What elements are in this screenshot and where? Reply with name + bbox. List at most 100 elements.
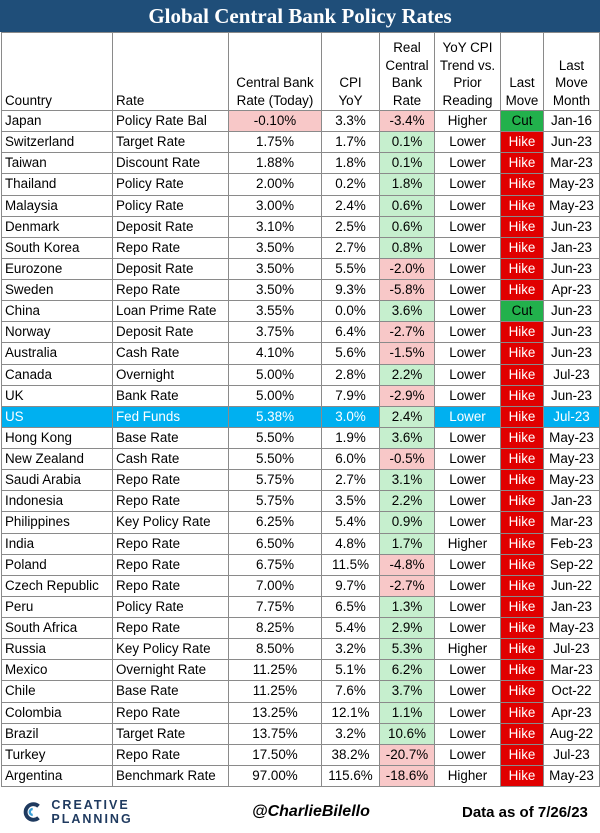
cell-rate-name: Overnight Rate [112, 659, 229, 682]
cell-last-move-month: Jun-23 [543, 131, 600, 154]
cell-cpi: 38.2% [321, 743, 380, 766]
cell-last-move-month: Jul-23 [543, 405, 600, 428]
cell-country: South Korea [1, 236, 113, 259]
cell-real-rate: -18.6% [379, 764, 435, 788]
cell-last-move-month: Jan-23 [543, 490, 600, 513]
cell-last-move-month: Jun-23 [543, 300, 600, 323]
cell-last-move-month: May-23 [543, 764, 600, 788]
cell-last-move-month: Mar-23 [543, 152, 600, 175]
cell-trend: Lower [434, 173, 501, 196]
cell-cpi: 1.9% [321, 426, 380, 450]
cell-last-move: Hike [500, 680, 544, 703]
cell-country: South Africa [1, 616, 113, 640]
cell-rate-name: Target Rate [112, 722, 229, 745]
cell-rate-name: Target Rate [112, 131, 229, 154]
cell-trend: Higher [434, 532, 501, 555]
cell-country: Chile [1, 680, 113, 703]
cell-last-move: Hike [500, 469, 544, 492]
cell-rate-name: Deposit Rate [112, 321, 229, 344]
cell-cb-rate: 6.75% [228, 553, 322, 576]
cell-real-rate: 0.1% [379, 152, 435, 175]
cell-last-move: Hike [500, 278, 544, 302]
cell-country: Canada [1, 363, 113, 386]
cell-last-move-month: Sep-22 [543, 553, 600, 576]
cell-cb-rate: 11.25% [228, 680, 322, 703]
cell-cpi: 2.5% [321, 215, 380, 238]
cell-rate-name: Policy Rate [112, 173, 229, 196]
cell-trend: Lower [434, 363, 501, 386]
cell-trend: Higher [434, 764, 501, 788]
cell-country: Norway [1, 321, 113, 344]
cell-trend: Lower [434, 553, 501, 576]
header-cpi: CPI YoY [321, 32, 380, 111]
cell-last-move-month: Jun-23 [543, 321, 600, 344]
table-row: South Korea Repo Rate 3.50% 2.7% 0.8% Lower Hi… [1, 236, 600, 259]
cell-real-rate: 6.2% [379, 659, 435, 682]
cell-country: Japan [1, 109, 113, 133]
cell-last-move: Hike [500, 426, 544, 450]
cell-trend: Lower [434, 447, 501, 471]
cell-trend: Lower [434, 278, 501, 302]
cell-cpi: 6.5% [321, 595, 380, 619]
cell-cpi: 12.1% [321, 701, 380, 724]
cell-cb-rate: 1.75% [228, 131, 322, 154]
table-row: Switzerland Target Rate 1.75% 1.7% 0.1% Lower… [1, 131, 600, 154]
table-row: Poland Repo Rate 6.75% 11.5% -4.8% Lower Hike S… [1, 553, 600, 576]
table-row: Norway Deposit Rate 3.75% 6.4% -2.7% Lower Hik… [1, 321, 600, 344]
cell-trend: Lower [434, 574, 501, 597]
cell-country: Eurozone [1, 257, 113, 281]
cell-trend: Lower [434, 701, 501, 724]
cell-rate-name: Repo Rate [112, 574, 229, 597]
cell-cb-rate: 1.88% [228, 152, 322, 175]
cell-real-rate: 3.6% [379, 300, 435, 323]
table-row: Peru Policy Rate 7.75% 6.5% 1.3% Lower Hike Jan… [1, 595, 600, 619]
cell-cb-rate: 3.50% [228, 236, 322, 259]
cell-country: China [1, 300, 113, 323]
cell-rate-name: Repo Rate [112, 469, 229, 492]
cell-country: Czech Republic [1, 574, 113, 597]
header-row: Country Rate Central Bank Rate (Today) CP… [1, 32, 600, 111]
table-row: Malaysia Policy Rate 3.00% 2.4% 0.6% Lower Hik… [1, 194, 600, 217]
cell-real-rate: 2.2% [379, 490, 435, 513]
cell-last-move: Hike [500, 595, 544, 619]
cell-country: Hong Kong [1, 426, 113, 450]
cell-cb-rate: 3.50% [228, 257, 322, 281]
cell-real-rate: -2.7% [379, 321, 435, 344]
cell-rate-name: Overnight [112, 363, 229, 386]
cell-trend: Lower [434, 616, 501, 640]
cell-trend: Higher [434, 109, 501, 133]
cell-rate-name: Fed Funds [112, 405, 229, 428]
cell-real-rate: -2.0% [379, 257, 435, 281]
cell-country: Indonesia [1, 490, 113, 513]
cell-cpi: 6.0% [321, 447, 380, 471]
cell-real-rate: -3.4% [379, 109, 435, 133]
cell-cpi: 11.5% [321, 553, 380, 576]
cell-trend: Lower [434, 722, 501, 745]
footer: CREATIVE PLANNING @CharlieBilello Data a… [0, 791, 600, 833]
cell-real-rate: -4.8% [379, 553, 435, 576]
cell-rate-name: Key Policy Rate [112, 511, 229, 534]
cell-real-rate: 3.1% [379, 469, 435, 492]
cell-cpi: 5.1% [321, 659, 380, 682]
cell-last-move-month: Jun-22 [543, 574, 600, 597]
cell-trend: Lower [434, 257, 501, 281]
table-row: Canada Overnight 5.00% 2.8% 2.2% Lower Hike Jul… [1, 363, 600, 386]
table-row: Czech Republic Repo Rate 7.00% 9.7% -2.7% Low… [1, 574, 600, 597]
table-row: Hong Kong Base Rate 5.50% 1.9% 3.6% Lower Hike… [1, 426, 600, 450]
cell-cpi: 3.2% [321, 638, 380, 661]
cell-country: Taiwan [1, 152, 113, 175]
cell-cpi: 7.9% [321, 384, 380, 407]
cell-last-move: Hike [500, 215, 544, 238]
cell-rate-name: Base Rate [112, 426, 229, 450]
cell-last-move-month: Apr-23 [543, 701, 600, 724]
cell-cb-rate: 5.00% [228, 384, 322, 407]
cell-country: UK [1, 384, 113, 407]
cell-cb-rate: 8.25% [228, 616, 322, 640]
cell-country: Saudi Arabia [1, 469, 113, 492]
cell-real-rate: -5.8% [379, 278, 435, 302]
cell-last-move-month: Jan-16 [543, 109, 600, 133]
cell-country: Russia [1, 638, 113, 661]
cell-real-rate: 0.1% [379, 131, 435, 154]
cell-rate-name: Repo Rate [112, 553, 229, 576]
cell-last-move: Hike [500, 257, 544, 281]
